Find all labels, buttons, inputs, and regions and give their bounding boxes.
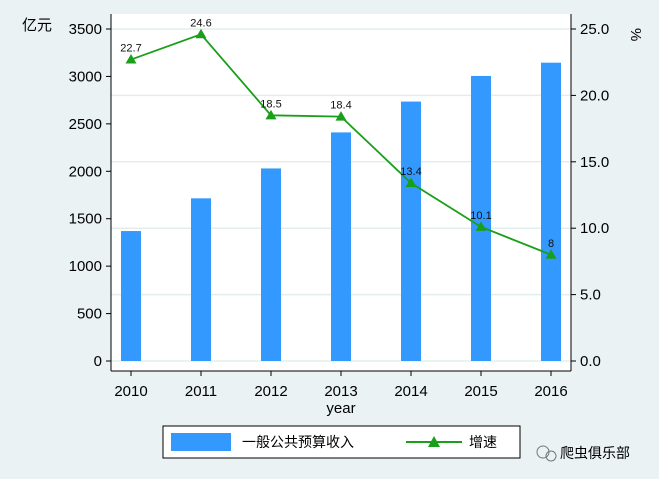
x-tick-label: 2014 <box>394 383 427 400</box>
x-tick-label: 2013 <box>324 383 357 400</box>
watermark: 爬虫俱乐部 <box>536 445 630 462</box>
y-left-axis-title: 亿元 <box>22 17 52 34</box>
wechat-icon <box>536 445 557 462</box>
line-point <box>125 54 137 64</box>
data-label: 10.1 <box>470 210 491 222</box>
y-left-tick-label: 0 <box>94 353 102 370</box>
bar <box>331 132 351 361</box>
line-point <box>545 249 557 259</box>
bar <box>471 75 491 361</box>
data-label: 24.6 <box>190 17 211 29</box>
x-tick-label: 2010 <box>114 383 147 400</box>
y-right-tick-label: 0.0 <box>580 353 601 370</box>
bar-series <box>121 62 561 362</box>
x-tick-label: 2016 <box>534 383 567 400</box>
bar <box>261 168 281 361</box>
legend-bar-swatch <box>171 433 231 451</box>
bar <box>401 101 421 362</box>
legend: 一般公共预算收入 增速 <box>162 425 521 459</box>
y-left-tick-label: 3000 <box>69 68 102 85</box>
bar <box>121 231 141 361</box>
line-point <box>405 177 417 188</box>
y-left-tick-label: 1500 <box>69 211 102 228</box>
line-point <box>265 109 277 120</box>
x-tick-label: 2015 <box>464 383 497 400</box>
line-series: 22.7 24.6 18.5 18.4 13.4 10.1 8 <box>120 17 557 259</box>
data-label: 8 <box>548 238 554 250</box>
y-right-axis-title: % <box>627 28 644 41</box>
legend-triangle-marker <box>428 436 440 447</box>
y-right-tick-label: 25.0 <box>580 21 609 38</box>
watermark-text: 爬虫俱乐部 <box>560 446 630 462</box>
y-left-tick-label: 3500 <box>69 21 102 38</box>
data-label: 18.4 <box>330 100 351 112</box>
data-label: 22.7 <box>120 43 141 55</box>
y-left-tick-label: 1000 <box>69 258 102 275</box>
legend-bar-label: 一般公共预算收入 <box>242 435 354 451</box>
y-right-tick-label: 20.0 <box>580 87 609 104</box>
x-tick-label: 2012 <box>254 383 287 400</box>
x-axis-title: year <box>326 400 355 417</box>
line-point <box>335 111 347 121</box>
y-right-tick-label: 10.0 <box>580 220 609 237</box>
y-left-tick-label: 2000 <box>69 163 102 180</box>
data-label: 18.5 <box>260 98 281 110</box>
x-tick-label: 2011 <box>185 383 217 400</box>
y-left-tick-label: 500 <box>77 306 102 323</box>
y-right-tick-label: 5.0 <box>580 287 601 304</box>
axes: 0 500 1000 1500 2000 2500 3000 3500 0.0 5.0 10.0 15… <box>69 14 609 400</box>
y-right-tick-label: 15.0 <box>580 154 609 171</box>
legend-line-label: 增速 <box>469 435 497 451</box>
line-point <box>475 221 487 231</box>
line-point <box>195 28 207 39</box>
bar <box>541 62 561 361</box>
bar <box>191 198 211 361</box>
data-label: 13.4 <box>400 166 421 178</box>
y-left-tick-label: 2500 <box>69 116 102 133</box>
